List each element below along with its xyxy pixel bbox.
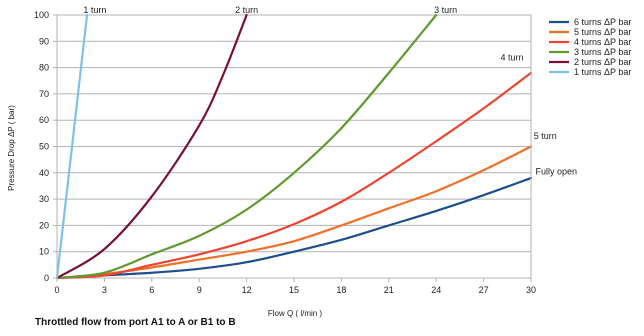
y-tick-label: 30 [39,194,49,204]
curve-annotation: 2 turn [235,5,258,15]
y-tick-label: 60 [39,115,49,125]
legend-label: 4 turns ΔP bar [574,37,631,47]
y-tick-label: 10 [39,247,49,257]
x-tick-label: 0 [54,285,59,295]
y-tick-label: 20 [39,220,49,230]
x-tick-label: 30 [526,285,536,295]
y-tick-label: 70 [39,89,49,99]
legend-label: 6 turns ΔP bar [574,17,631,27]
x-tick-label: 9 [197,285,202,295]
curve-annotations: 1 turn 2 turn 3 turn 4 turn 5 turn Fully open [83,5,577,177]
x-tick-label: 3 [102,285,107,295]
series-line-5 [55,13,248,280]
y-tick-label: 50 [39,142,49,152]
curve-annotation: 3 turn [434,5,457,15]
x-tick-label: 15 [289,285,299,295]
chart-caption: Throttled flow from port A1 to A or B1 t… [35,317,236,328]
x-axis-title: Flow Q ( l/min ) [268,309,323,318]
series-line-2 [55,145,533,280]
curve-annotation: Fully open [536,167,578,177]
y-tick-label: 100 [34,10,49,20]
legend-label: 1 turns ΔP bar [574,67,631,77]
axes [53,14,532,282]
y-axis-title: Pressure Drop ΔP ( bar) [7,105,16,191]
x-tick-label: 12 [242,285,252,295]
x-tick-label: 6 [149,285,154,295]
x-tick-label: 27 [479,285,489,295]
series-lines [55,13,533,280]
series-line-3 [55,71,533,280]
y-tick-label: 80 [39,63,49,73]
curve-annotation: 5 turn [534,131,557,141]
curve-annotation: 4 turn [501,52,524,62]
x-tick-label: 24 [431,285,441,295]
legend-label: 5 turns ΔP bar [574,27,631,37]
y-tick-label: 0 [44,273,49,283]
tick-labels: 0 10 20 30 40 50 60 70 80 90 100 0 3 6 9 12 15 18 21 24 27 30 [34,10,536,295]
series-line-1 [55,176,533,280]
series-line-4 [55,13,438,280]
legend-label: 2 turns ΔP bar [574,57,631,67]
gridlines [57,14,531,279]
curve-annotation: 1 turn [83,5,106,15]
x-tick-label: 21 [384,285,394,295]
series-line-6 [55,13,89,280]
y-tick-label: 90 [39,36,49,46]
x-tick-label: 18 [336,285,346,295]
legend-label: 3 turns ΔP bar [574,47,631,57]
y-tick-label: 40 [39,168,49,178]
